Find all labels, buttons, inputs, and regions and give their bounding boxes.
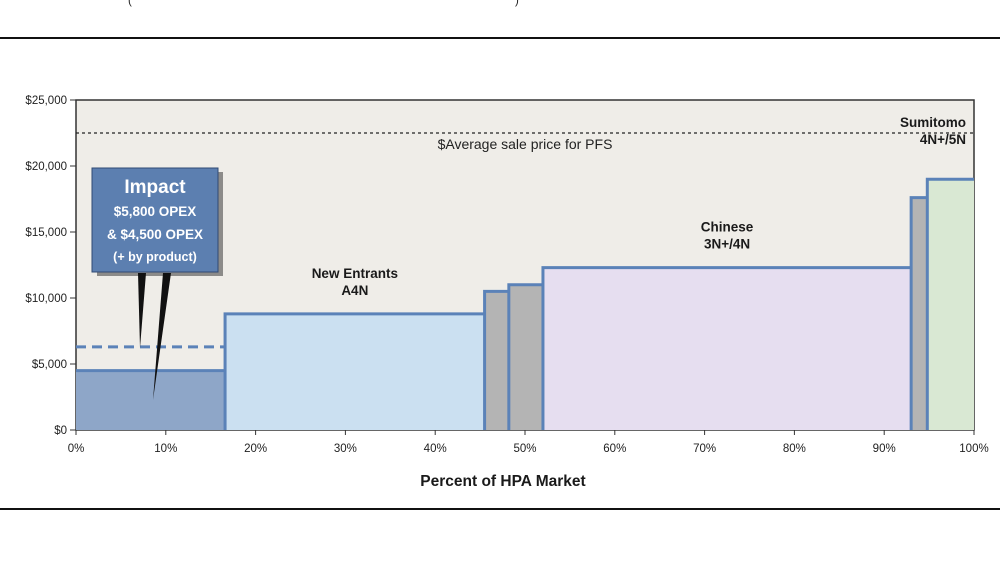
segment-label-4-1: 3N+/4N (704, 237, 750, 252)
impact-pointer-2 (153, 273, 171, 400)
x-tick-label: 90% (873, 443, 896, 455)
x-axis-title: Percent of HPA Market (420, 473, 585, 490)
segment-2 (484, 291, 509, 430)
x-tick-label: 50% (513, 443, 536, 455)
x-tick-label: 0% (68, 443, 85, 455)
y-tick-label: $5,000 (32, 359, 67, 371)
impact-title: Impact (124, 177, 186, 198)
segment-label-6-0: Sumitomo (900, 115, 966, 130)
segment-0 (76, 370, 226, 430)
segment-1 (225, 313, 485, 430)
segment-3 (508, 284, 543, 430)
segment-label-1-1: A4N (341, 283, 368, 298)
segment-4 (542, 267, 912, 430)
segment-6 (927, 179, 974, 430)
impact-line-2: & $4,500 OPEX (107, 227, 203, 242)
x-tick-label: 20% (244, 443, 267, 455)
impact-pointer-1 (138, 273, 146, 348)
x-tick-label: 100% (959, 443, 988, 455)
x-tick-label: 10% (154, 443, 177, 455)
impact-callout: Impact $5,800 OPEX & $4,500 OPEX (+ by p… (91, 167, 223, 400)
x-tick-label: 80% (783, 443, 806, 455)
segment-label-6-1: 4N+/5N (920, 132, 966, 147)
impact-box (91, 167, 219, 273)
step-line (76, 177, 974, 430)
x-tick-label: 60% (603, 443, 626, 455)
segment-label-4-0: Chinese (701, 220, 754, 235)
impact-line-1: $5,800 OPEX (114, 204, 197, 219)
x-tick-label: 40% (424, 443, 447, 455)
reference-line-label: $Average sale price for PFS (438, 136, 613, 152)
segment-label-1-0: New Entrants (312, 266, 398, 281)
y-tick-label: $10,000 (25, 293, 67, 305)
x-tick-label: 70% (693, 443, 716, 455)
y-tick-label: $15,000 (25, 227, 67, 239)
x-tick-label: 30% (334, 443, 357, 455)
top-cropped-text: ( (128, 0, 132, 7)
segment-5 (911, 197, 928, 430)
y-tick-label: $0 (54, 425, 67, 437)
y-tick-label: $20,000 (25, 161, 67, 173)
impact-line-3: (+ by product) (113, 250, 197, 264)
y-tick-label: $25,000 (25, 95, 67, 107)
top-cropped-text-right: ) (515, 0, 519, 7)
